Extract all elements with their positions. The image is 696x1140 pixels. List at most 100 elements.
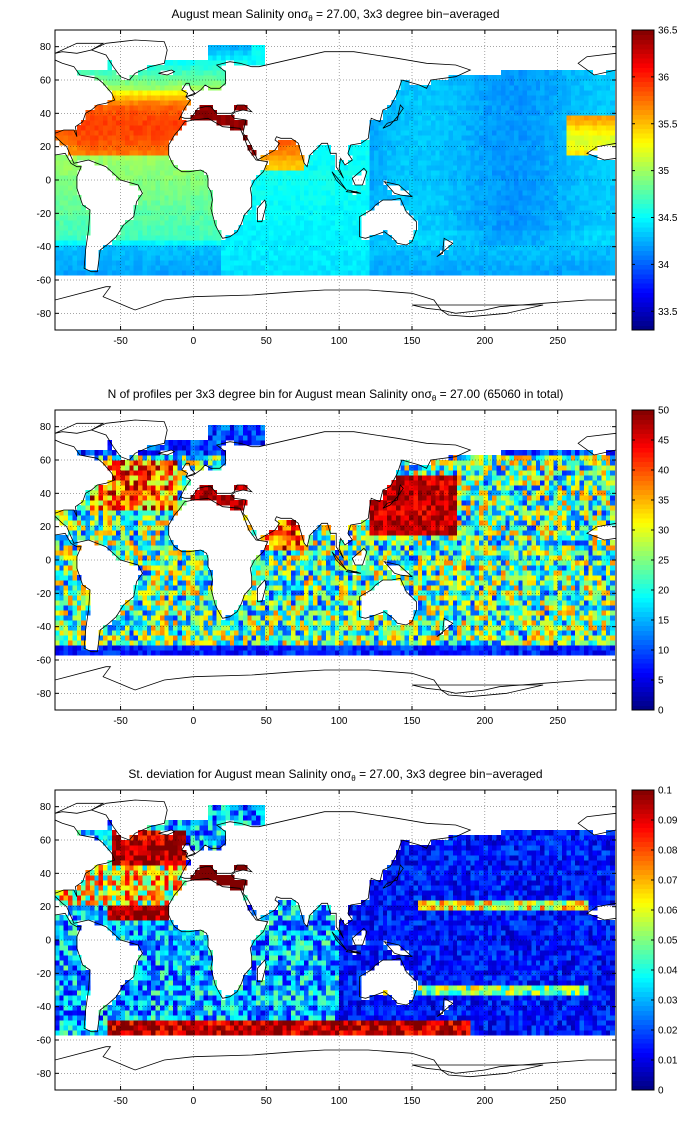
data-cell — [138, 495, 143, 501]
data-cell — [470, 185, 476, 191]
data-cell — [129, 610, 135, 616]
data-cell — [435, 245, 441, 251]
data-cell — [500, 140, 506, 146]
data-cell — [505, 105, 511, 111]
data-cell — [151, 480, 156, 486]
data-cell — [352, 145, 358, 151]
data-cell — [479, 105, 484, 111]
data-cell — [124, 225, 130, 231]
data-cell — [81, 270, 86, 276]
data-cell — [588, 255, 594, 261]
data-cell — [605, 85, 611, 91]
data-cell — [435, 100, 441, 106]
data-cell — [308, 165, 314, 171]
data-cell — [601, 170, 607, 176]
data-cell — [177, 75, 183, 81]
data-cell — [98, 640, 104, 646]
data-cell — [225, 250, 231, 256]
data-cell — [124, 535, 130, 541]
data-cell — [133, 535, 139, 541]
data-cell — [361, 140, 366, 146]
data-cell — [142, 240, 148, 246]
data-cell — [583, 220, 589, 226]
data-cell — [452, 160, 458, 166]
data-cell — [465, 100, 471, 106]
data-cell — [72, 615, 78, 621]
data-cell — [339, 185, 344, 191]
data-cell — [575, 130, 580, 136]
data-cell — [107, 450, 113, 456]
data-cell — [330, 245, 336, 251]
data-cell — [277, 160, 283, 166]
data-cell — [583, 215, 589, 221]
data-cell — [343, 220, 349, 226]
data-cell — [575, 190, 580, 196]
data-cell — [518, 150, 524, 156]
data-cell — [413, 250, 419, 256]
data-cell — [562, 190, 567, 196]
data-cell — [492, 165, 497, 171]
data-cell — [81, 625, 86, 631]
data-cell — [334, 190, 340, 196]
data-cell — [194, 60, 200, 66]
data-cell — [448, 230, 454, 236]
data-cell — [308, 265, 314, 271]
data-cell — [492, 255, 497, 261]
data-cell — [299, 165, 305, 171]
data-cell — [208, 225, 213, 231]
data-cell — [55, 265, 60, 271]
data-cell — [142, 600, 148, 606]
data-cell — [374, 195, 379, 201]
data-cell — [55, 515, 60, 521]
data-cell — [557, 200, 563, 206]
data-cell — [138, 535, 143, 541]
data-cell — [317, 145, 323, 151]
data-cell — [208, 50, 213, 56]
data-cell — [514, 100, 519, 106]
data-cell — [142, 520, 148, 526]
data-cell — [190, 175, 196, 181]
data-cell — [221, 60, 226, 66]
data-cell — [133, 470, 139, 476]
data-cell — [557, 150, 563, 156]
data-cell — [562, 220, 567, 226]
data-cell — [164, 255, 170, 261]
data-cell — [514, 90, 519, 96]
data-cell — [151, 180, 156, 186]
data-cell — [251, 180, 257, 186]
data-cell — [181, 270, 187, 276]
data-cell — [548, 210, 554, 216]
data-cell — [103, 530, 108, 536]
data-cell — [479, 100, 484, 106]
data-cell — [395, 125, 401, 131]
data-cell — [186, 70, 191, 76]
data-cell — [164, 270, 170, 276]
data-cell — [199, 215, 205, 221]
data-cell — [181, 90, 187, 96]
data-cell — [544, 265, 550, 271]
data-cell — [452, 95, 458, 101]
data-cell — [522, 265, 528, 271]
data-cell — [199, 195, 205, 201]
data-cell — [124, 240, 130, 246]
data-cell — [142, 580, 148, 586]
data-cell — [457, 265, 462, 271]
data-cell — [474, 180, 480, 186]
data-cell — [435, 120, 441, 126]
data-cell — [400, 175, 406, 181]
data-cell — [168, 485, 174, 491]
data-cell — [142, 455, 148, 461]
coastline — [383, 181, 414, 198]
data-cell — [544, 120, 550, 126]
data-cell — [173, 640, 178, 646]
data-cell — [544, 240, 550, 246]
data-cell — [286, 235, 292, 241]
colorbar-tick-label: 34 — [658, 260, 670, 271]
data-cell — [553, 90, 559, 96]
data-cell — [562, 110, 567, 116]
data-cell — [553, 115, 559, 121]
data-cell — [583, 110, 589, 116]
data-cell — [312, 235, 318, 241]
data-cell — [129, 545, 135, 551]
data-cell — [264, 230, 270, 236]
